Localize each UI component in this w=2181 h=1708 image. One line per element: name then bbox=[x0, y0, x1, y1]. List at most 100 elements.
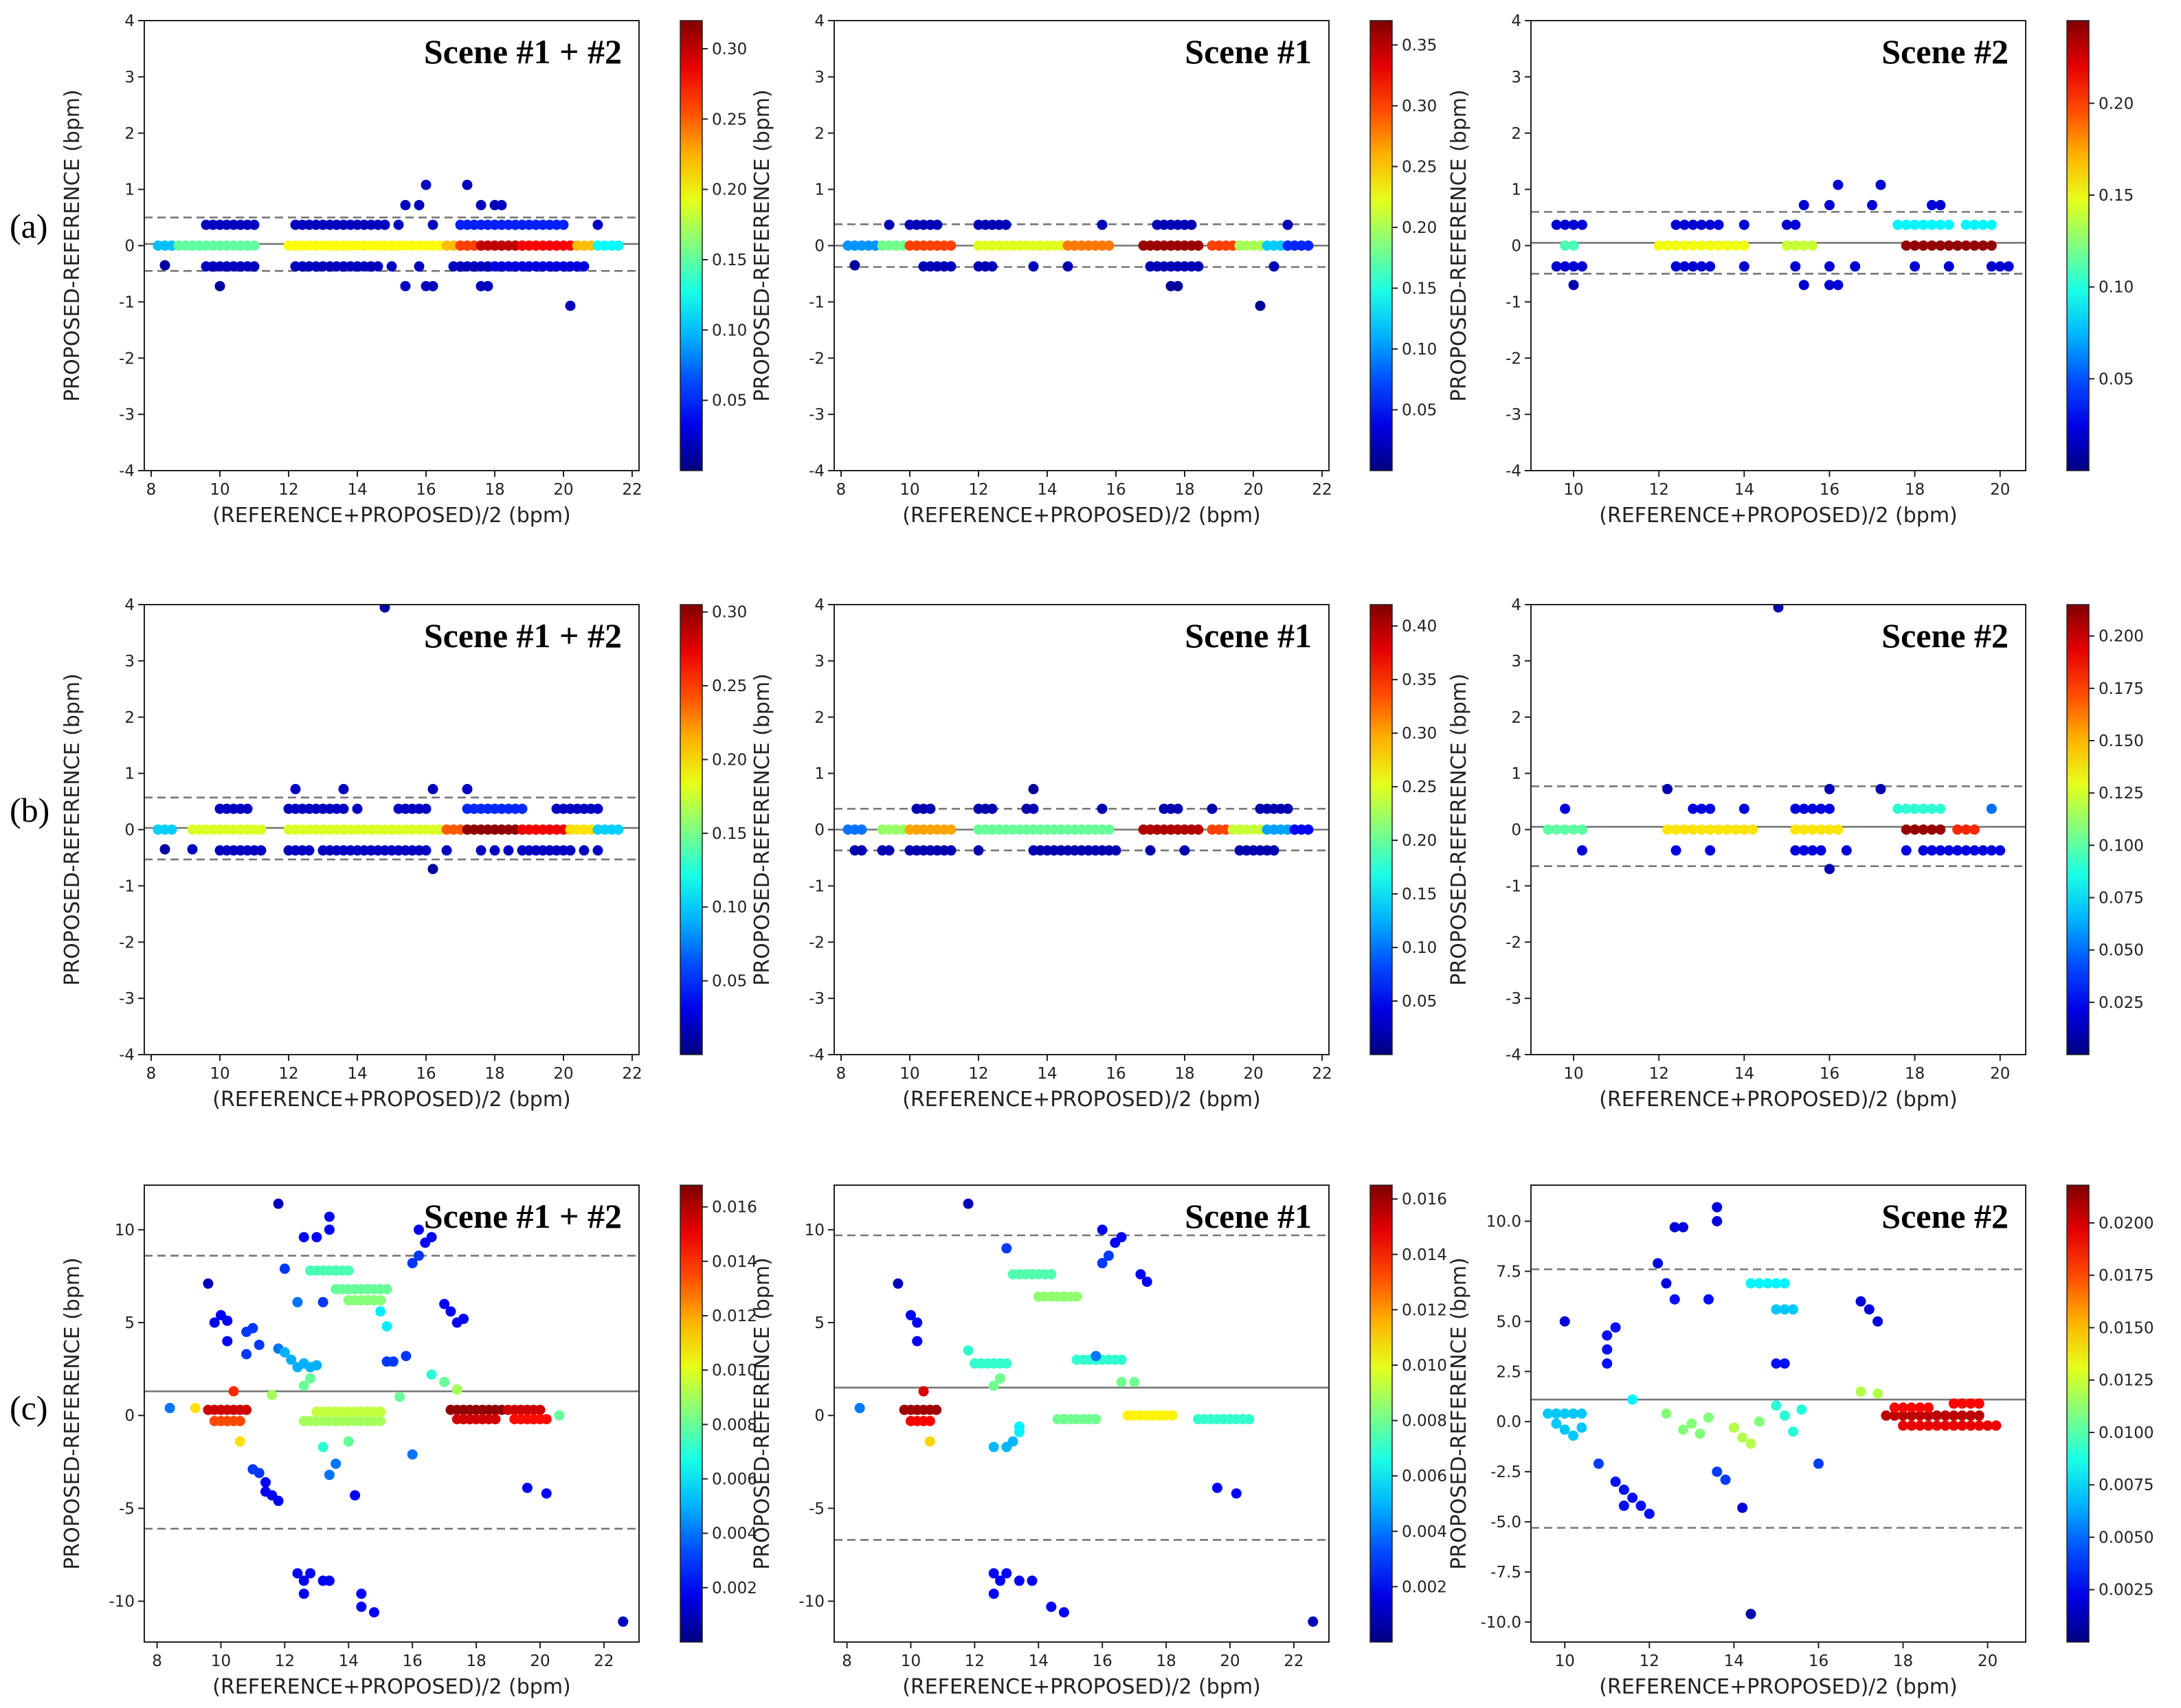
data-point bbox=[1935, 200, 1946, 211]
data-point bbox=[1713, 219, 1724, 230]
data-point bbox=[1935, 240, 1946, 251]
data-point bbox=[273, 1198, 284, 1209]
colorbar-tick-label: 0.40 bbox=[1402, 618, 1437, 636]
data-point bbox=[973, 845, 984, 856]
data-point bbox=[324, 1470, 335, 1481]
data-point bbox=[1850, 261, 1861, 272]
data-point bbox=[338, 803, 349, 814]
y-tick-label: 2.5 bbox=[1496, 1363, 1521, 1381]
data-point bbox=[1901, 219, 1912, 230]
x-tick-label: 12 bbox=[1649, 481, 1669, 499]
colorbar-tick-label: 0.35 bbox=[1402, 36, 1437, 54]
y-tick-label: 10 bbox=[115, 1222, 135, 1239]
data-point bbox=[1960, 219, 1971, 230]
data-point bbox=[1926, 240, 1937, 251]
data-point bbox=[1679, 240, 1690, 251]
data-point bbox=[1969, 845, 1980, 856]
data-point bbox=[1679, 824, 1690, 835]
data-point bbox=[1097, 1224, 1108, 1235]
colorbar-tick-label: 0.014 bbox=[712, 1253, 757, 1271]
x-tick-label: 16 bbox=[1093, 1652, 1112, 1670]
data-point bbox=[1669, 1294, 1680, 1305]
x-tick-label: 12 bbox=[1640, 1652, 1659, 1670]
data-point bbox=[331, 1458, 342, 1469]
y-tick-label: 0 bbox=[124, 822, 135, 840]
colorbar-tick-label: 0.002 bbox=[712, 1580, 757, 1597]
y-tick-label: -1 bbox=[119, 877, 135, 895]
data-point bbox=[1940, 1420, 1951, 1431]
data-point bbox=[1914, 1402, 1925, 1413]
data-point bbox=[854, 1402, 865, 1413]
data-point bbox=[426, 1232, 437, 1243]
data-point bbox=[1932, 1410, 1943, 1421]
y-tick-label: 3 bbox=[814, 69, 825, 87]
data-point bbox=[242, 803, 253, 814]
data-point bbox=[414, 200, 425, 211]
colorbar-tick-label: 0.25 bbox=[1402, 778, 1437, 796]
colorbar-tick-label: 0.004 bbox=[1402, 1523, 1447, 1541]
y-tick-label: -4 bbox=[119, 1046, 135, 1064]
data-point bbox=[292, 1296, 303, 1307]
data-point bbox=[1551, 1418, 1562, 1429]
data-point bbox=[214, 280, 225, 291]
colorbar-tick-label: 0.0025 bbox=[2099, 1582, 2154, 1599]
colorbar bbox=[1369, 1184, 1393, 1643]
y-tick-label: -10.0 bbox=[1480, 1614, 1521, 1632]
data-point bbox=[592, 845, 603, 856]
y-tick-label: -2 bbox=[119, 350, 135, 368]
data-point bbox=[1618, 1501, 1629, 1512]
data-point bbox=[400, 280, 411, 291]
data-point bbox=[1824, 803, 1835, 814]
data-point bbox=[1046, 1269, 1057, 1280]
x-tick-label: 16 bbox=[1106, 1065, 1126, 1083]
data-point bbox=[279, 1347, 290, 1358]
x-tick-label: 20 bbox=[1990, 1065, 2010, 1083]
data-point bbox=[1824, 261, 1835, 272]
colorbar bbox=[1369, 20, 1393, 471]
data-point bbox=[1813, 1458, 1824, 1469]
y-tick-label: 1 bbox=[814, 765, 825, 783]
data-point bbox=[1568, 261, 1579, 272]
data-point bbox=[1798, 803, 1809, 814]
x-tick-label: 16 bbox=[416, 1065, 436, 1083]
data-point bbox=[1943, 219, 1954, 230]
data-point bbox=[1790, 240, 1801, 251]
data-point bbox=[1738, 824, 1749, 835]
x-tick-label: 20 bbox=[1243, 481, 1263, 499]
data-point bbox=[1062, 261, 1073, 272]
data-point bbox=[1551, 219, 1562, 230]
data-point bbox=[1688, 803, 1699, 814]
y-tick-label: -5 bbox=[119, 1500, 135, 1518]
data-point bbox=[1688, 824, 1699, 835]
data-point bbox=[1815, 845, 1826, 856]
data-point bbox=[1696, 219, 1707, 230]
x-axis-label: (REFERENCE+PROPOSED)/2 (bpm) bbox=[212, 1675, 571, 1699]
data-point bbox=[1593, 1458, 1604, 1469]
x-tick-label: 14 bbox=[1037, 481, 1057, 499]
data-point bbox=[393, 219, 404, 230]
data-point bbox=[1771, 1400, 1782, 1411]
data-point bbox=[1713, 824, 1724, 835]
data-point bbox=[1738, 261, 1749, 272]
data-point bbox=[1807, 240, 1818, 251]
y-tick-label: 4 bbox=[814, 12, 825, 30]
x-tick-label: 14 bbox=[1724, 1652, 1744, 1670]
y-tick-label: -10 bbox=[109, 1593, 135, 1611]
data-point bbox=[1982, 1420, 1993, 1431]
data-point bbox=[987, 261, 998, 272]
data-point bbox=[1738, 803, 1749, 814]
data-point bbox=[254, 1339, 265, 1350]
y-tick-label: 0 bbox=[1511, 238, 1521, 256]
data-point bbox=[592, 803, 603, 814]
data-point bbox=[286, 1354, 297, 1365]
data-point bbox=[1969, 219, 1980, 230]
data-point bbox=[187, 844, 198, 855]
data-point bbox=[1670, 219, 1681, 230]
data-point bbox=[401, 1351, 412, 1362]
data-point bbox=[554, 1410, 565, 1421]
data-point bbox=[1973, 1420, 1984, 1431]
x-tick-label: 14 bbox=[347, 481, 367, 499]
scene-title: Scene #1 bbox=[1185, 616, 1312, 655]
